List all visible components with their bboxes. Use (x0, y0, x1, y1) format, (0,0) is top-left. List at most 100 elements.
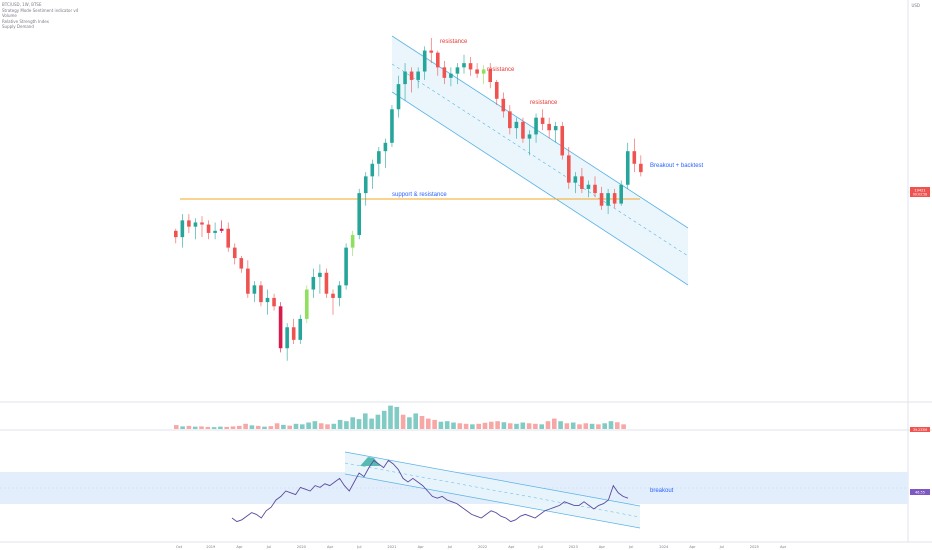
candle-body (534, 117, 538, 135)
candle-body (246, 268, 250, 294)
indicator-line-3: Relative Strength Index (2, 18, 49, 24)
volume-bar (482, 422, 488, 429)
candle-body (429, 50, 434, 53)
volume-bar (457, 423, 463, 429)
candle-body (180, 220, 185, 238)
candle-body (422, 50, 427, 72)
candle-body (344, 247, 348, 286)
candle-body (481, 69, 486, 74)
candle-body (527, 134, 532, 139)
x-tick-label: Jul (719, 545, 724, 549)
candle-body (370, 163, 375, 177)
candle-body (632, 151, 637, 164)
volume-bar (507, 423, 513, 429)
volume-bar (211, 427, 217, 429)
volume-bar (293, 423, 299, 429)
rsi-line (231, 459, 629, 523)
rsi-overbought-fill (360, 457, 380, 466)
candle-body (219, 228, 224, 231)
candle-body (396, 84, 401, 110)
candle-body (337, 285, 342, 298)
x-tick-label: Apr (327, 545, 334, 549)
volume-bar (602, 423, 607, 429)
volume-marker (910, 427, 930, 432)
x-tick-label: Jul (447, 545, 452, 549)
candle-body (174, 230, 178, 238)
candle-body (259, 285, 263, 303)
candle-body (501, 98, 506, 112)
time-axis: Oct 2019 Apr Jul 2020 Apr Jul 2021 Apr Jul 2022 Apr… (176, 545, 787, 549)
candle-body (285, 327, 289, 349)
volume-bar (495, 421, 500, 429)
volume-bar (426, 418, 431, 429)
candle-body (377, 151, 381, 164)
candle-body (508, 111, 512, 129)
candle-body (462, 63, 466, 68)
candle-body (206, 224, 211, 233)
volume-bar (350, 417, 355, 429)
candle-body (350, 235, 355, 248)
rsi-channel-lower (344, 473, 641, 529)
volume-bar (596, 424, 601, 429)
volume-bar (274, 423, 280, 429)
volume-bar (375, 414, 381, 429)
volume-bar (255, 425, 261, 429)
candle-body (383, 142, 388, 152)
indicator-line-2: Volume (2, 13, 17, 18)
volume-bar (192, 426, 198, 429)
volume-marker-value: 39.233M (913, 428, 927, 432)
candle-body (494, 82, 499, 99)
volume-bar (552, 418, 557, 429)
volume-bar (312, 421, 318, 429)
volume-bar (331, 423, 337, 429)
volume-bar (344, 421, 349, 429)
resistance-label-3: resistance (530, 100, 558, 106)
x-tick-label: Jul (537, 545, 542, 549)
volume-bar (318, 423, 324, 429)
candle-body (599, 193, 604, 206)
candle-body (547, 123, 551, 131)
candle-body (239, 258, 244, 269)
rsi-channel-fill (345, 452, 640, 528)
x-tick-label: Apr (508, 545, 515, 549)
candle-body (331, 293, 335, 298)
volume-bar (230, 426, 236, 429)
candle-body (639, 163, 643, 173)
volume-bar (520, 422, 526, 429)
volume-bar (388, 405, 393, 429)
x-tick-label: Apr (780, 545, 787, 549)
candle-body (278, 306, 283, 349)
volume-bar (514, 423, 519, 429)
last-price-marker (910, 187, 930, 197)
candle-body (573, 176, 578, 183)
x-tick-label: Apr (418, 545, 425, 549)
volume-bar (583, 423, 589, 429)
candle-body (625, 151, 630, 185)
rsi-breakout-label: breakout (650, 488, 674, 494)
volume-bar (249, 425, 255, 429)
volume-bar (558, 421, 563, 429)
candle-body (213, 230, 217, 233)
volume-bar (419, 416, 425, 429)
volume-bar (413, 413, 418, 429)
candle-body (324, 272, 329, 294)
volume-bar (533, 423, 538, 429)
x-tick-label: 2021 (387, 545, 396, 549)
volume-bar (526, 423, 532, 429)
volume-bar (381, 410, 387, 429)
price-channel-lower (391, 91, 689, 286)
volume-bar (489, 421, 494, 429)
x-tick-label: Jul (628, 545, 633, 549)
volume-bar (262, 426, 267, 429)
volume-bar (199, 426, 204, 429)
indicator-line-4: Supply Demand (2, 24, 34, 29)
candle-body (468, 63, 473, 70)
volume-bar (287, 425, 292, 429)
x-tick-label: Apr (689, 545, 696, 549)
x-tick-label: 2020 (297, 545, 307, 549)
volume-bar (407, 417, 412, 429)
currency-label: USD (911, 3, 920, 8)
candle-body (200, 222, 204, 225)
candle-body (265, 297, 270, 303)
